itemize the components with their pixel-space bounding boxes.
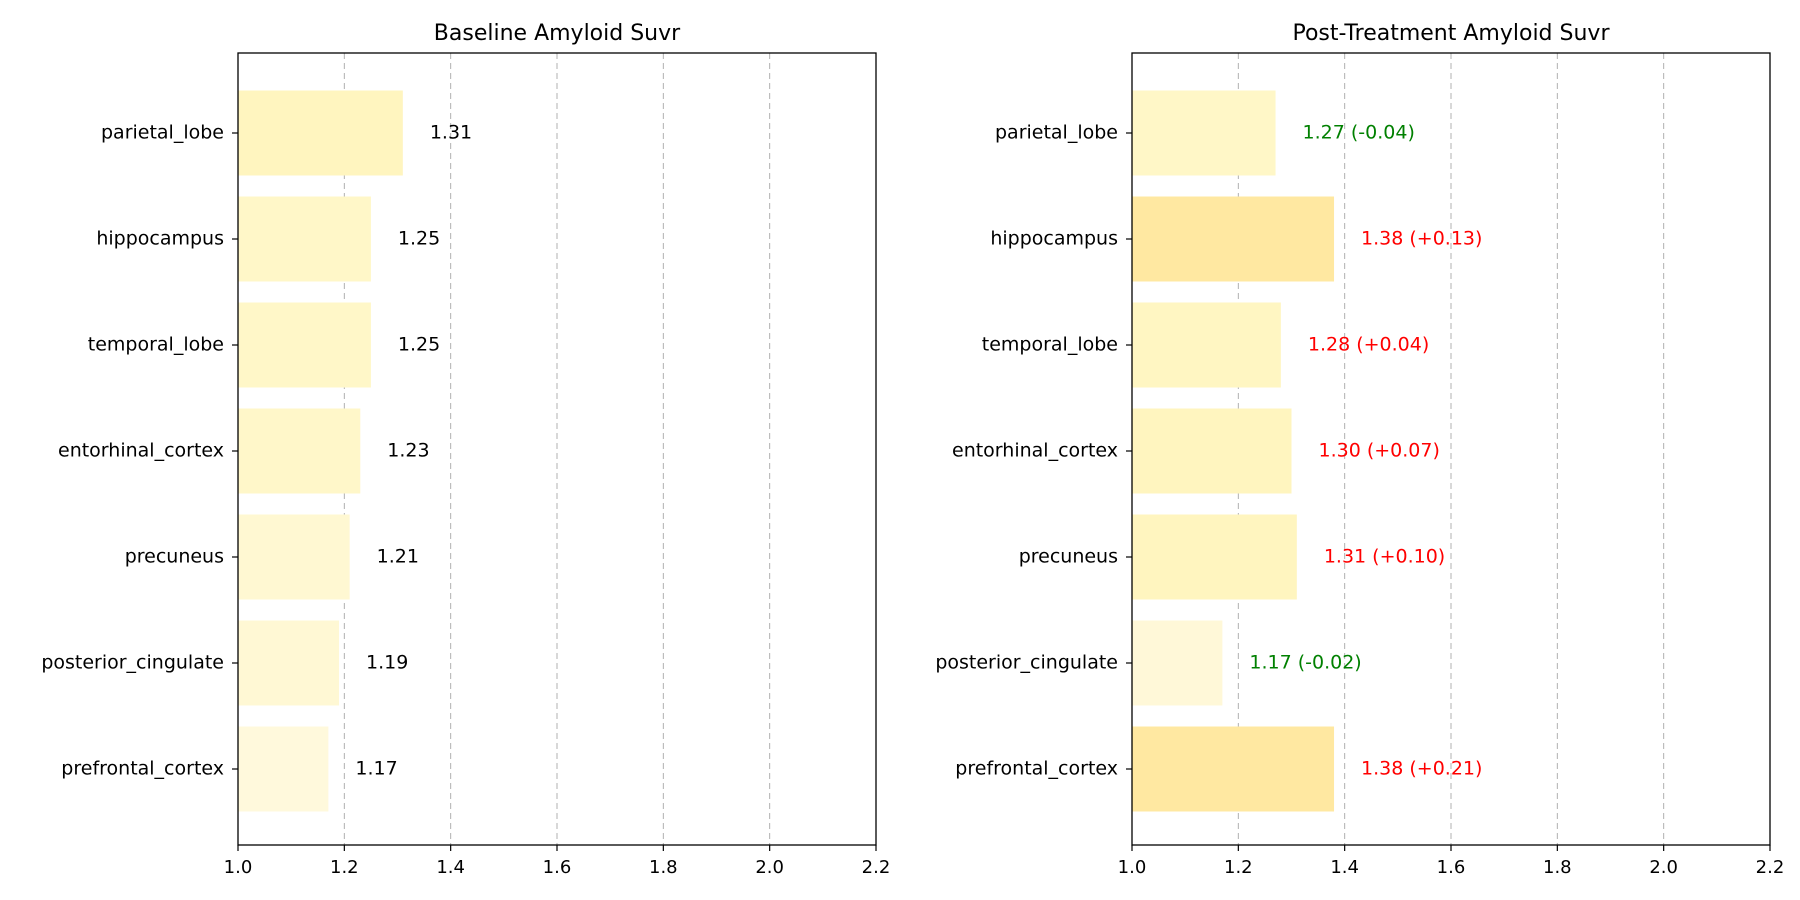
bar (1132, 514, 1297, 600)
x-tick-label: 1.4 (436, 857, 465, 878)
bar (1132, 726, 1335, 812)
post-treatment-chart-panel: parietal_lobe 1.27 (-0.04) hippocampus 1.38… (935, 21, 1784, 878)
category-label: entorhinal_cortex (58, 440, 224, 462)
data-label: 1.21 (377, 546, 419, 568)
baseline-chart-panel: parietal_lobe 1.31 hippocampus 1.25 temporal… (41, 21, 890, 878)
category-label: prefrontal_cortex (61, 758, 224, 780)
data-label: 1.38 (+0.21) (1361, 758, 1482, 780)
bar (1132, 302, 1281, 388)
bar (238, 302, 371, 388)
data-label: 1.25 (398, 334, 440, 356)
x-tick-label: 1.0 (1118, 857, 1147, 878)
x-tick-label: 2.2 (1756, 857, 1785, 878)
data-label: 1.25 (398, 228, 440, 250)
data-label: 1.23 (387, 440, 429, 462)
category-label: temporal_lobe (88, 334, 224, 356)
bar (238, 514, 350, 600)
x-tick-label: 1.8 (649, 857, 678, 878)
data-label: 1.38 (+0.13) (1361, 228, 1482, 250)
bar (238, 726, 329, 812)
data-label: 1.28 (+0.04) (1308, 334, 1429, 356)
data-label: 1.17 (-0.02) (1249, 652, 1361, 674)
bar (1132, 90, 1276, 176)
data-label: 1.31 (430, 122, 472, 144)
x-tick-label: 1.2 (330, 857, 359, 878)
chart-title: Baseline Amyloid Suvr (434, 21, 681, 46)
category-label: entorhinal_cortex (952, 440, 1118, 462)
bar (1132, 408, 1292, 494)
bar (1132, 196, 1335, 282)
bar (1132, 620, 1223, 706)
category-label: temporal_lobe (982, 334, 1118, 356)
category-label: prefrontal_cortex (955, 758, 1118, 780)
category-label: precuneus (125, 546, 224, 568)
chart-title: Post-Treatment Amyloid Suvr (1292, 21, 1610, 46)
bar (238, 408, 361, 494)
x-tick-label: 1.6 (543, 857, 572, 878)
category-label: parietal_lobe (995, 122, 1118, 144)
axes-frame (237, 52, 877, 846)
x-tick-label: 1.0 (224, 857, 253, 878)
data-label: 1.31 (+0.10) (1324, 546, 1445, 568)
x-tick-label: 1.4 (1330, 857, 1359, 878)
data-label: 1.19 (366, 652, 408, 674)
x-tick-label: 2.0 (755, 857, 784, 878)
category-label: precuneus (1019, 546, 1118, 568)
bar (238, 90, 403, 176)
x-tick-label: 1.6 (1437, 857, 1466, 878)
category-label: posterior_cingulate (41, 652, 224, 674)
category-label: posterior_cingulate (935, 652, 1118, 674)
data-label: 1.17 (355, 758, 397, 780)
x-tick-label: 1.2 (1224, 857, 1253, 878)
data-label: 1.30 (+0.07) (1319, 440, 1440, 462)
data-label: 1.27 (-0.04) (1303, 122, 1415, 144)
bar (238, 620, 340, 706)
x-tick-label: 2.0 (1649, 857, 1678, 878)
x-tick-label: 2.2 (862, 857, 891, 878)
axes-frame (1131, 52, 1771, 846)
category-label: parietal_lobe (101, 122, 224, 144)
category-label: hippocampus (990, 228, 1118, 250)
bar (238, 196, 371, 282)
x-tick-label: 1.8 (1543, 857, 1572, 878)
category-label: hippocampus (96, 228, 224, 250)
